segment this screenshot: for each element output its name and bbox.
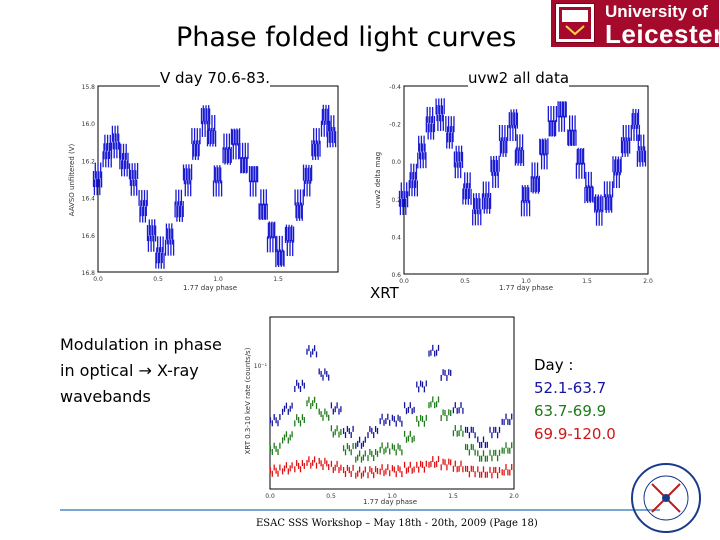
x-tick-label: 0.5 bbox=[326, 493, 336, 500]
chart-title-uvw2: uvw2 all data bbox=[468, 69, 570, 87]
x-axis-label: 1.77 day phase bbox=[363, 498, 417, 506]
x-tick-label: 1.5 bbox=[448, 493, 458, 500]
x-tick-label: 1.0 bbox=[213, 276, 223, 283]
x-tick-label: 0.0 bbox=[265, 493, 275, 500]
y-tick-label: 0.0 bbox=[391, 159, 401, 166]
x-tick-label: 0.5 bbox=[460, 278, 470, 285]
x-axis-label: 1.77 day phase bbox=[183, 284, 237, 292]
x-tick-label: 1.0 bbox=[387, 493, 397, 500]
logo-line2: Leicester bbox=[605, 19, 720, 49]
chart-title-xrt: XRT bbox=[370, 284, 399, 302]
legend-item-1: 52.1-63.7 bbox=[534, 379, 607, 397]
y-tick-label: -0.2 bbox=[389, 122, 401, 129]
x-tick-label: 2.0 bbox=[509, 493, 519, 500]
x-tick-label: 0.0 bbox=[399, 278, 409, 285]
y-tick-label: 16.4 bbox=[82, 196, 96, 203]
y-tick-label: 10⁻¹ bbox=[254, 363, 268, 370]
x-tick-label: 0.5 bbox=[153, 276, 163, 283]
y-tick-label: 15.8 bbox=[82, 84, 96, 91]
text-line-1: Modulation in phase bbox=[60, 335, 222, 354]
x-axis-label: 1.77 day phase bbox=[499, 284, 553, 292]
chart-uvw2: -0.4-0.20.00.20.40.60.0 0.5 1.0 1.5 2.0 uvw2… bbox=[374, 84, 653, 292]
chart-v-band: 15.8 16.0 16.2 16.4 16.6 16.80.0 0.5 1.0 1.5 AAV… bbox=[68, 84, 339, 292]
y-tick-label: 16.6 bbox=[82, 233, 96, 240]
y-tick-label: 0.6 bbox=[391, 272, 401, 279]
y-axis-label: AAVSO unfiltered (V) bbox=[68, 143, 76, 216]
y-tick-label: 0.2 bbox=[391, 197, 401, 204]
y-tick-label: -0.4 bbox=[389, 84, 401, 91]
text-line-2: in optical → X-ray bbox=[60, 361, 199, 380]
x-tick-label: 0.0 bbox=[93, 276, 103, 283]
crest-icon bbox=[555, 3, 595, 43]
footer-divider bbox=[60, 509, 660, 511]
page-title: Phase folded light curves bbox=[176, 22, 517, 53]
y-axis-label: uvw2 delta mag bbox=[374, 152, 382, 209]
logo-line1: University of bbox=[605, 2, 708, 21]
x-tick-label: 1.5 bbox=[582, 278, 592, 285]
x-tick-label: 1.5 bbox=[273, 276, 283, 283]
text-line-3: wavebands bbox=[60, 387, 151, 406]
chart-title-v: V day 70.6-83. bbox=[160, 69, 271, 87]
chart-xrt: 10⁻¹ 0.0 0.5 1.0 1.5 2.0 XRT 0.3-10 keV rate … bbox=[244, 316, 519, 506]
x-tick-label: 1.0 bbox=[521, 278, 531, 285]
legend-item-2: 63.7-69.9 bbox=[534, 402, 607, 420]
y-tick-label: 16.0 bbox=[82, 121, 96, 128]
legend-header: Day : bbox=[534, 356, 574, 374]
x-tick-label: 2.0 bbox=[643, 278, 653, 285]
footer-text: ESAC SSS Workshop – May 18th - 20th, 200… bbox=[256, 518, 538, 529]
university-logo: University of Leicester bbox=[551, 0, 720, 49]
y-tick-label: 16.8 bbox=[82, 270, 96, 277]
workshop-logo bbox=[631, 463, 701, 533]
legend-item-3: 69.9-120.0 bbox=[534, 425, 616, 443]
y-tick-label: 0.4 bbox=[391, 234, 401, 241]
y-axis-label: XRT 0.3-10 keV rate (counts/s) bbox=[244, 347, 252, 454]
day-legend: Day : 52.1-63.7 63.7-69.9 69.9-120.0 bbox=[534, 354, 616, 446]
y-tick-label: 16.2 bbox=[82, 158, 96, 165]
plot-frame bbox=[403, 85, 649, 275]
modulation-text: Modulation in phase in optical → X-ray w… bbox=[60, 332, 222, 410]
